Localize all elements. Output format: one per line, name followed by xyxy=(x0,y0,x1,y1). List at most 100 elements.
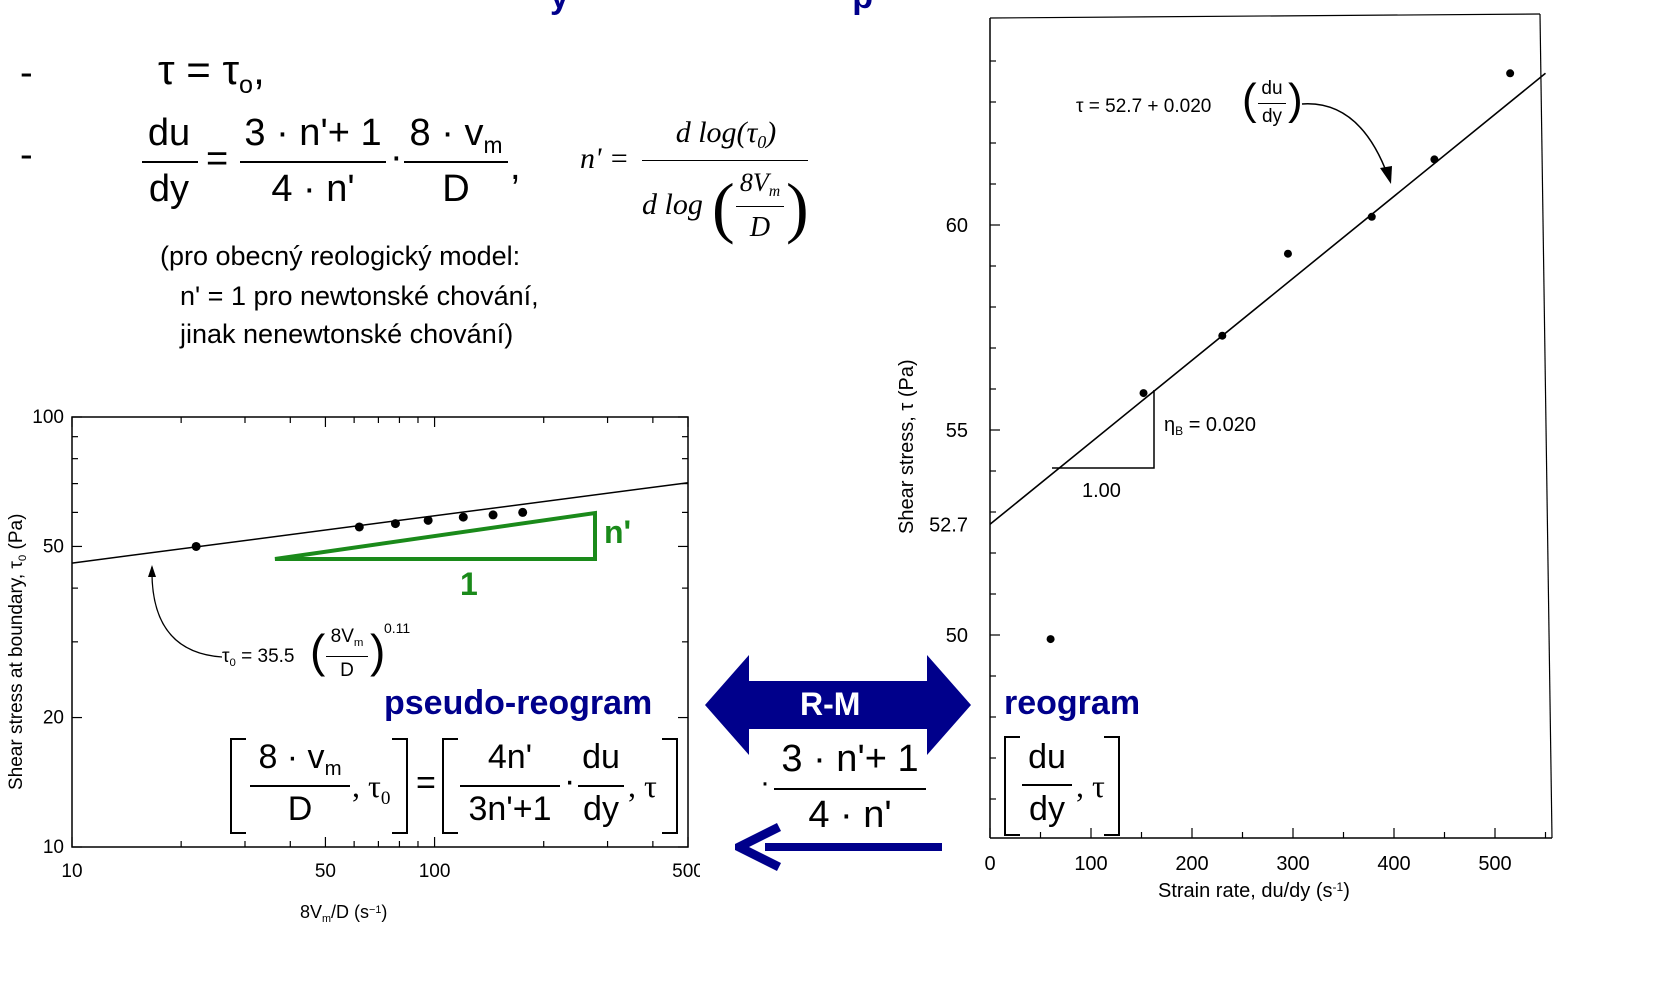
left-ylabel-text: Shear stress at boundary, τ xyxy=(6,561,27,790)
right-tick-labels: 0 100 200 300 400 500 50 52.7 55 60 xyxy=(929,215,1512,875)
left-fit-exponent: 0.11 xyxy=(384,620,411,636)
nprime-den-num: 8Vm xyxy=(734,168,786,201)
trailing-comma: , xyxy=(510,146,521,188)
formula-right-dot: · xyxy=(564,762,576,800)
top-clipped-text: y p xyxy=(550,0,873,17)
formula-left-num-text: 8 · v xyxy=(258,738,325,776)
right-fit-label: τ = 52.7 + 0.020 ( du dy ) xyxy=(1076,76,1316,140)
note-line-2: n' = 1 pro newtonské chování, xyxy=(180,281,539,311)
note-line-3: jinak nenewtonské chování) xyxy=(180,319,514,349)
frac2-num-text: 8 · v xyxy=(409,112,484,154)
rm-factor-dot: · xyxy=(760,766,770,799)
tau-equation: τ = τo, xyxy=(158,46,265,99)
right-xlabel-end: ) xyxy=(1343,880,1350,902)
pseudo-reogram-formula: 8 · vm D , τ0 = 4n' 3n'+1 · du dy , τ xyxy=(230,738,685,838)
right-fit-frac-den: dy xyxy=(1261,106,1283,127)
left-fit-frac-num-sub: m xyxy=(353,636,364,649)
right-x-tick-label: 500 xyxy=(1478,853,1511,875)
tau-equation-main: τ = τ xyxy=(158,46,240,93)
nprime-bar xyxy=(642,160,808,161)
right-xlabel-sup: -1 xyxy=(1332,880,1344,894)
formula-left-tail-text: , τ xyxy=(352,768,381,804)
formula-left-num-sub: m xyxy=(324,758,342,781)
rm-factor-bar xyxy=(774,788,926,790)
frac2-num: 8 · vm xyxy=(402,112,510,158)
reogram-title: reogram xyxy=(1004,684,1141,722)
nprime-definition: n' = d log(τ0) d log ( 8Vm D ) xyxy=(580,116,820,256)
reogram-formula: du dy , τ xyxy=(1004,736,1124,836)
left-callout-arrowhead xyxy=(148,565,156,577)
reogram-bar xyxy=(1022,784,1072,786)
formula-right-bracket-open xyxy=(442,738,458,834)
formula-left-tail-sub: 0 xyxy=(380,787,391,809)
pseudo-reogram-title: pseudo-reogram xyxy=(384,684,653,722)
nprime-num-sub: 0 xyxy=(757,132,767,153)
right-slope-value: = 0.020 xyxy=(1183,414,1256,436)
right-x-axis-label: Strain rate, du/dy (s-1) xyxy=(1158,880,1350,903)
right-y-tick-label: 50 xyxy=(946,625,968,647)
formula-right-den2: dy xyxy=(583,790,619,828)
right-slope-eta: η xyxy=(1164,414,1176,436)
triangle-vertical-label: n' xyxy=(604,514,632,550)
right-y-tick-label: 52.7 xyxy=(929,514,968,536)
left-y-tick-label: 20 xyxy=(43,708,64,729)
nprime-den-num-sub: m xyxy=(768,183,781,201)
left-xlabel-end: ) xyxy=(381,902,388,922)
right-y-tick-label: 60 xyxy=(946,215,968,237)
shear-rate-equation: du dy = 3 · n'+ 1 4 · n' · 8 · vm D , xyxy=(140,112,540,222)
right-slope-sub: B xyxy=(1175,424,1184,439)
right-fit-frac-bar xyxy=(1258,103,1286,104)
frac1-num: 3 · n'+ 1 xyxy=(244,112,382,154)
right-run-label: 1.00 xyxy=(1082,480,1121,502)
reogram-bracket-close xyxy=(1104,736,1120,836)
formula-right-bar1 xyxy=(460,785,560,787)
right-points xyxy=(1046,69,1515,644)
right-top-border xyxy=(989,13,1541,19)
formula-left-num: 8 · vm xyxy=(248,738,352,781)
nprime-den-den: D xyxy=(749,212,771,243)
left-x-tick-label: 10 xyxy=(61,861,82,882)
mult-dot: · xyxy=(390,136,403,178)
left-ylabel-unit: (Pa) xyxy=(6,513,27,555)
right-fit-line xyxy=(989,72,1547,525)
formula-right-tail: , τ xyxy=(628,768,657,804)
right-data-point xyxy=(1046,635,1055,644)
right-data-point xyxy=(1367,212,1376,221)
back-arrow-head xyxy=(735,822,782,872)
right-chart: 0 100 200 300 400 500 50 52.7 55 60 xyxy=(929,13,1553,875)
left-xlabel-rest: /D (s xyxy=(331,902,370,922)
right-slope-label: ηB = 0.020 xyxy=(1164,414,1256,439)
frac1-bar xyxy=(240,161,386,163)
reogram-num: du xyxy=(1028,738,1066,776)
right-x-tick-label: 100 xyxy=(1074,853,1107,875)
left-x-tick-label: 100 xyxy=(419,861,451,882)
slope-triangle xyxy=(274,510,597,561)
formula-right-num2: du xyxy=(582,738,620,776)
left-plot-frame xyxy=(71,416,689,848)
right-fit-paren-l: ( xyxy=(1242,75,1257,124)
nprime-num-text: d log(τ xyxy=(675,116,758,149)
right-y-axis-label: Shear stress, τ (Pa) xyxy=(896,359,918,534)
eq-sign: = xyxy=(206,138,229,180)
left-data-point xyxy=(518,507,528,517)
left-y-tick-label: 10 xyxy=(43,837,64,858)
note-line-1: (pro obecný reologický model: xyxy=(160,241,521,271)
tau-equation-comma: , xyxy=(253,46,265,93)
right-xlabel-text: Strain rate, du/dy (s xyxy=(1158,880,1333,902)
reogram-tail: , τ xyxy=(1076,768,1105,804)
left-fit-frac-num: 8Vm xyxy=(324,626,370,649)
nprime-den-bar xyxy=(736,206,784,207)
rm-arrow-label: R-M xyxy=(800,686,861,722)
dudy-den: dy xyxy=(148,168,190,210)
left-y-tick-label: 100 xyxy=(32,407,64,428)
right-slope-triangle xyxy=(1052,390,1155,469)
right-right-border xyxy=(1539,13,1553,839)
formula-left-bracket-close xyxy=(392,738,408,834)
left-data-point xyxy=(423,515,433,525)
reogram-bracket-open xyxy=(1004,736,1020,836)
right-data-point xyxy=(1218,331,1227,340)
dash-1: - xyxy=(20,52,33,94)
formula-left-bar xyxy=(250,785,350,787)
left-ticks xyxy=(71,416,689,848)
right-x-tick-label: 400 xyxy=(1377,853,1410,875)
